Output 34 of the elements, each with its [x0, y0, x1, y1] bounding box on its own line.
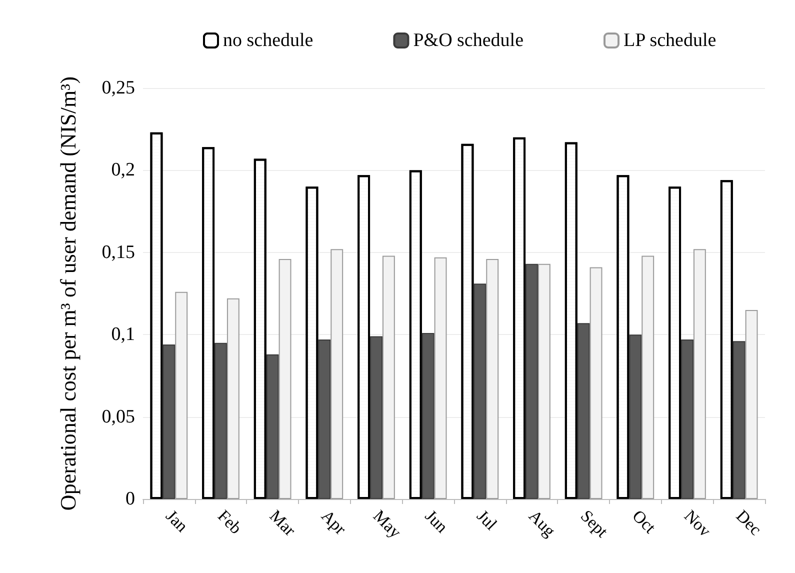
bar [629, 334, 642, 499]
y-tick-label: 0,1 [111, 324, 135, 346]
x-tick-label: Jun [421, 506, 452, 537]
y-tick-label: 0,15 [102, 242, 135, 263]
legend-label: P&O schedule [413, 30, 524, 51]
x-tick-label: May [370, 506, 406, 542]
bar [318, 340, 331, 499]
bar [214, 342, 227, 499]
x-tick-label: Mar [266, 506, 300, 540]
x-tick-label: Jan [162, 506, 192, 536]
bar [266, 354, 279, 499]
y-axis-title: Operational cost per m³ of user demand (NIS/m³) [56, 76, 80, 511]
x-tick-label: Aug [525, 506, 560, 541]
legend-label: no schedule [223, 30, 314, 51]
bar [422, 332, 434, 499]
legend-label: LP schedule [624, 30, 716, 51]
y-tick-label: 0 [126, 488, 135, 510]
bar [732, 341, 746, 499]
y-tick-label: 0,05 [102, 406, 135, 428]
x-tick-label: Apr [318, 506, 350, 539]
y-tick-label: 0,2 [111, 160, 135, 181]
x-tick-label: Dec [732, 506, 766, 540]
x-tick-label: Oct [628, 506, 660, 538]
bar [162, 344, 176, 499]
bar [474, 284, 486, 499]
y-tick-label: 0,25 [102, 78, 135, 98]
x-tick-label: Feb [214, 506, 246, 538]
bar [681, 340, 694, 499]
x-tick-label: Nov [680, 506, 716, 541]
bar [526, 264, 538, 499]
x-tick-label: Jul [473, 506, 501, 534]
bar [370, 336, 382, 499]
bar [577, 323, 590, 499]
x-tick-label: Sept [576, 506, 612, 542]
